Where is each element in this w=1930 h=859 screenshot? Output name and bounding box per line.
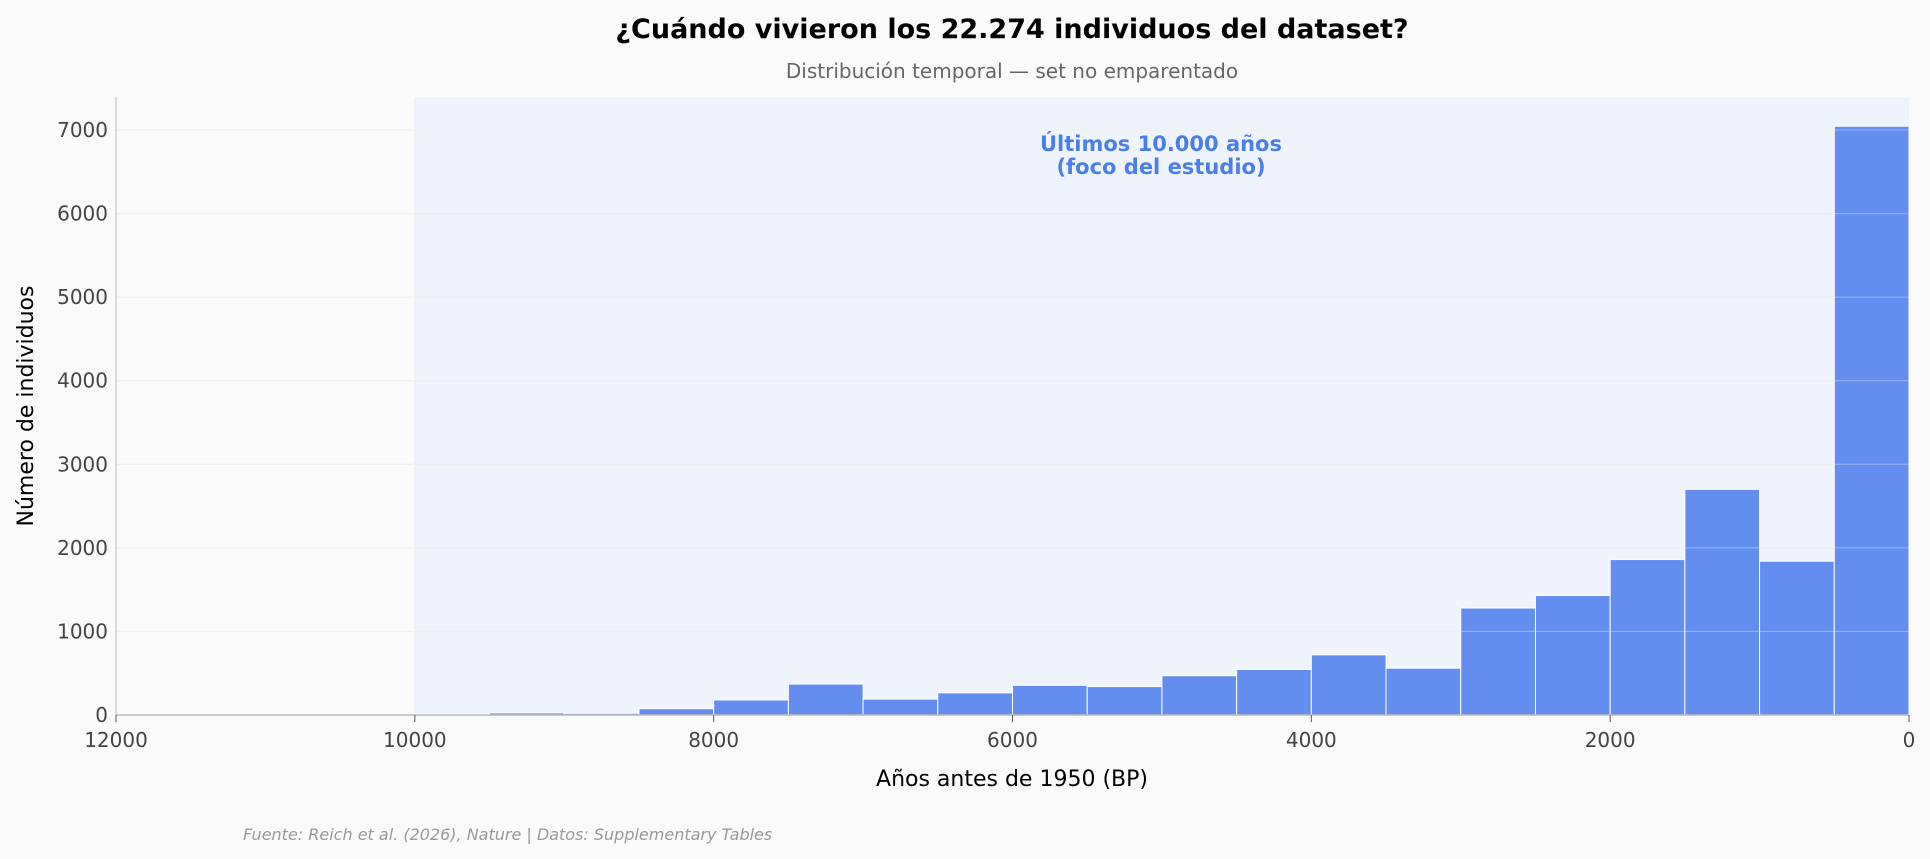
highlight-label-line2: (foco del estudio) bbox=[1056, 155, 1265, 179]
x-axis-label: Años antes de 1950 (BP) bbox=[876, 767, 1148, 792]
histogram-bar bbox=[713, 699, 789, 716]
histogram-bar bbox=[1833, 125, 1910, 716]
y-tick-label: 4000 bbox=[57, 369, 108, 393]
y-tick-label: 2000 bbox=[57, 536, 108, 560]
histogram-bar bbox=[1534, 594, 1611, 716]
histogram-bar bbox=[1310, 654, 1387, 716]
histogram-bar bbox=[1012, 684, 1088, 716]
histogram-bar bbox=[1684, 488, 1761, 716]
histogram-bar bbox=[1759, 560, 1835, 716]
histogram-bar bbox=[1460, 607, 1536, 716]
histogram-bar bbox=[862, 698, 939, 716]
histogram-bar bbox=[1161, 675, 1238, 716]
histogram-bar bbox=[937, 692, 1014, 716]
y-tick-label: 5000 bbox=[57, 285, 108, 309]
x-tick-label: 0 bbox=[1903, 728, 1916, 752]
histogram-bar bbox=[787, 683, 864, 716]
histogram-bar bbox=[1385, 667, 1462, 716]
source-note: Fuente: Reich et al. (2026), Nature | Da… bbox=[243, 825, 772, 844]
y-tick-label: 3000 bbox=[57, 452, 108, 476]
x-tick-label: 2000 bbox=[1585, 728, 1636, 752]
y-axis-label: Número de individuos bbox=[14, 286, 39, 527]
highlight-label-line1: Últimos 10.000 años bbox=[1040, 131, 1282, 156]
x-tick-label: 4000 bbox=[1286, 728, 1337, 752]
x-tick-label: 12000 bbox=[84, 728, 148, 752]
y-tick-label: 6000 bbox=[57, 202, 108, 226]
x-tick-label: 6000 bbox=[987, 728, 1038, 752]
y-tick-label: 1000 bbox=[57, 619, 108, 643]
y-tick-label: 0 bbox=[95, 703, 108, 727]
x-tick-label: 8000 bbox=[688, 728, 739, 752]
x-tick-label: 10000 bbox=[383, 728, 447, 752]
histogram-bar bbox=[1609, 559, 1686, 716]
chart-title: ¿Cuándo vivieron los 22.274 individuos d… bbox=[615, 14, 1408, 45]
histogram-bar bbox=[1086, 686, 1163, 716]
histogram-bar bbox=[1236, 668, 1312, 716]
y-tick-label: 7000 bbox=[57, 118, 108, 142]
chart-subtitle: Distribución temporal — set no emparenta… bbox=[786, 59, 1238, 83]
histogram-bar bbox=[638, 708, 715, 716]
